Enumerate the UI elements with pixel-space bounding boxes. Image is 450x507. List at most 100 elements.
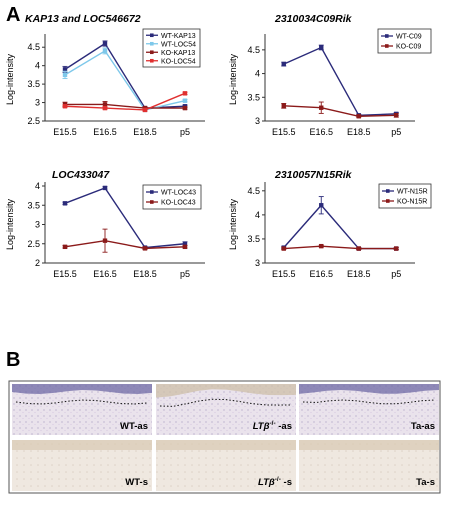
y-tick-label: 4 — [255, 69, 260, 79]
y-tick-label: 3 — [35, 98, 40, 108]
histology-label: Ta-s — [416, 477, 435, 488]
data-point — [319, 203, 324, 208]
legend-box — [142, 184, 202, 210]
data-point — [102, 48, 108, 54]
legend-swatch-marker — [150, 190, 154, 194]
chart-title: 2310057N15Rik — [274, 169, 353, 181]
chart-title: 2310034C09Rik — [274, 13, 353, 25]
series-line — [283, 105, 397, 117]
x-tick-label: E15.5 — [53, 127, 77, 137]
histology-panel-2: LTβ-/- -as — [156, 384, 296, 435]
panel-a-charts: KAP13 and LOC546672 Log-intensity 2.5 3 3.5 4… — [5, 13, 432, 279]
data-point — [182, 244, 188, 250]
x-tick-label: E18.5 — [133, 269, 157, 279]
panel-b-letter: B — [6, 349, 20, 371]
data-point — [62, 104, 68, 109]
data-point — [102, 102, 108, 107]
legend-swatch-marker — [386, 199, 390, 203]
legend-label: WT-N15R — [397, 189, 428, 196]
y-axis-label: Log-intensity — [228, 53, 238, 105]
x-tick-label: E15.5 — [272, 127, 296, 137]
legend-swatch-marker — [150, 58, 154, 63]
x-tick-label: p5 — [391, 269, 401, 279]
data-point — [62, 67, 68, 72]
histology-label: WT-as — [120, 421, 148, 432]
data-point — [142, 246, 148, 251]
series-line — [283, 245, 397, 250]
y-tick-label: 2.5 — [27, 239, 40, 249]
data-point — [281, 61, 286, 67]
legend-label: WT-KAP13 — [161, 33, 196, 40]
legend: WT-LOC43 KO-LOC43 — [142, 184, 202, 210]
data-point — [102, 185, 108, 191]
legend-label: WT-C09 — [396, 34, 422, 41]
x-tick-label: E18.5 — [347, 269, 371, 279]
legend-label: WT-LOC54 — [161, 41, 196, 48]
series-line — [64, 49, 186, 111]
histology-label: LTβ-/- -s — [258, 476, 292, 488]
x-tick-label: p5 — [391, 127, 401, 137]
legend: WT-C09 KO-C09 — [377, 28, 432, 54]
y-tick-label: 2.5 — [27, 116, 40, 126]
histology-label: Ta-as — [411, 421, 435, 432]
series-KO-N15R — [281, 243, 399, 251]
data-point — [62, 201, 68, 206]
tissue-image — [299, 384, 439, 435]
x-tick-label: p5 — [180, 127, 190, 137]
legend-label: KO-N15R — [397, 199, 427, 206]
y-tick-label: 3.5 — [247, 92, 260, 102]
y-tick-label: 3 — [255, 116, 260, 126]
data-point — [319, 105, 324, 110]
y-tick-label: 4 — [35, 61, 40, 71]
legend-label: KO-C09 — [396, 44, 421, 51]
legend: WT-N15R KO-N15R — [378, 183, 432, 209]
series-line — [64, 92, 186, 111]
data-point — [102, 105, 108, 111]
data-point — [182, 98, 188, 103]
y-tick-label: 4.5 — [247, 186, 260, 196]
histology-frame — [8, 380, 441, 494]
legend-swatch-marker — [150, 33, 154, 38]
epidermis-band — [299, 440, 439, 450]
x-tick-label: E18.5 — [133, 127, 157, 137]
chart-2: 2310034C09Rik Log-intensity 3 3.5 4 4.5 E15.5 E… — [228, 13, 432, 137]
x-tick-label: E16.5 — [309, 127, 333, 137]
y-tick-label: 3 — [255, 258, 260, 268]
series-line — [283, 46, 397, 117]
data-point — [182, 105, 188, 111]
y-tick-label: 3.5 — [27, 200, 40, 210]
y-axis-label: Log-intensity — [228, 198, 238, 250]
histology-panel-3: Ta-as — [299, 384, 439, 435]
y-tick-label: 2 — [35, 258, 40, 268]
chart-4: 2310057N15Rik Log-intensity 3 3.5 4 4.5 E15.5 E… — [228, 169, 432, 279]
data-point — [102, 238, 108, 243]
data-point — [142, 107, 148, 113]
legend-box — [378, 183, 432, 209]
x-tick-label: E16.5 — [93, 127, 117, 137]
series-line — [283, 204, 397, 250]
y-axis-label: Log-intensity — [5, 53, 15, 105]
chart-3: LOC433047 Log-intensity 2 2.5 3 3.5 4 E15.5 E16.… — [5, 169, 205, 279]
histology-panel-1: WT-as — [12, 384, 152, 435]
epidermis-stain — [299, 384, 439, 398]
epidermis-band — [156, 440, 296, 450]
basement-membrane-line — [15, 399, 149, 405]
legend-box — [377, 28, 432, 54]
x-tick-label: p5 — [180, 269, 190, 279]
legend-label: KO-KAP13 — [161, 50, 195, 57]
chart-1: KAP13 and LOC546672 Log-intensity 2.5 3 3.5 4… — [5, 13, 205, 137]
data-point — [182, 241, 188, 246]
histology-panel-4: WT-s — [12, 440, 152, 491]
histology-panel-5: LTβ-/- -s — [156, 440, 296, 491]
series-line — [64, 187, 186, 249]
legend-swatch-marker — [150, 50, 154, 55]
panel-b-histology: WT-as LTβ-/- -as Ta-as WT-s LTβ-/- -s Ta-s — [8, 380, 441, 494]
histology-label: LTβ-/- -as — [253, 420, 292, 432]
data-point — [62, 244, 68, 250]
data-point — [356, 246, 361, 251]
basement-membrane-line — [159, 398, 293, 407]
data-point — [281, 246, 286, 251]
x-tick-label: E16.5 — [93, 269, 117, 279]
epidermis-band — [12, 440, 152, 450]
x-tick-label: E15.5 — [272, 269, 296, 279]
